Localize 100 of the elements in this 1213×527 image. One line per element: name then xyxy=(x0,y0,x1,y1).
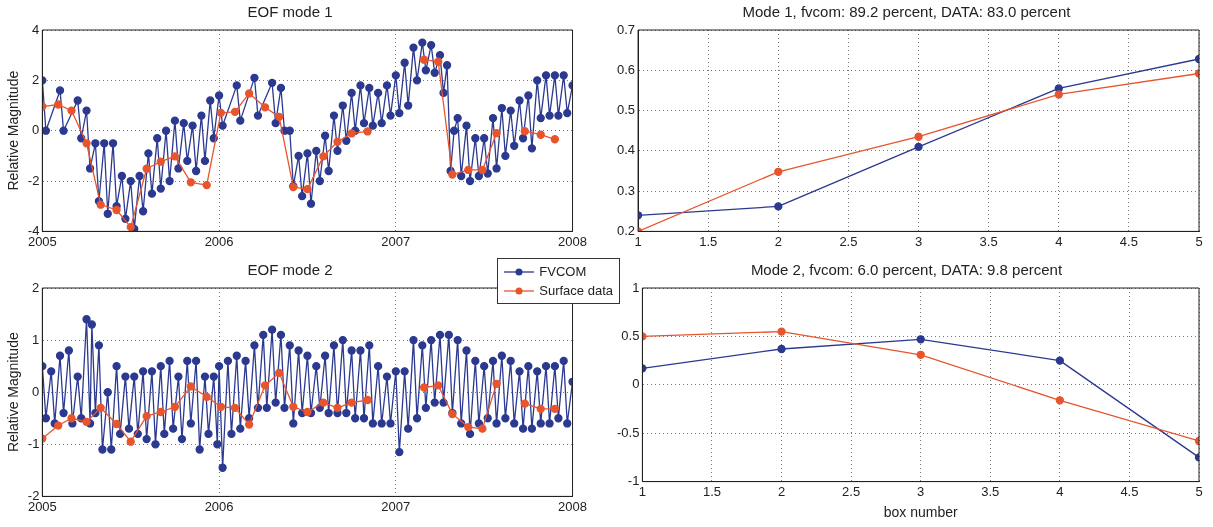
y-tick-label: -1 xyxy=(627,473,640,489)
point xyxy=(520,127,529,136)
y-tick-label: 0.4 xyxy=(616,142,636,158)
point xyxy=(916,335,925,344)
point xyxy=(536,404,545,414)
point xyxy=(230,107,240,116)
point xyxy=(54,100,63,109)
point xyxy=(434,57,443,66)
chart-title: Mode 1, fvcom: 89.2 percent, DATA: 83.0 percent xyxy=(742,3,1072,21)
point xyxy=(478,424,487,433)
point xyxy=(520,399,529,408)
x-tick-label: 3.5 xyxy=(981,483,1000,499)
y-tick-label: -4 xyxy=(27,222,40,238)
point xyxy=(156,157,165,166)
chart-title: EOF mode 2 xyxy=(247,261,333,279)
point xyxy=(774,202,783,211)
point xyxy=(363,127,372,136)
point xyxy=(216,402,225,411)
y-axis-title: Relative Magnitude xyxy=(5,70,22,191)
point xyxy=(319,398,328,407)
chart-title: Mode 2, fvcom: 6.0 percent, DATA: 9.8 percent xyxy=(750,261,1063,279)
x-tick-label: 2007 xyxy=(381,498,411,514)
point xyxy=(112,419,121,429)
point xyxy=(216,108,225,117)
y-tick-label: -2 xyxy=(27,172,40,188)
chart-title: EOF mode 1 xyxy=(247,3,333,21)
point xyxy=(1055,356,1064,365)
point xyxy=(550,135,560,144)
point xyxy=(112,205,121,215)
point xyxy=(464,165,473,175)
point xyxy=(126,222,135,232)
x-tick-label: 2008 xyxy=(558,498,587,514)
y-axis-title: Relative Magnitude xyxy=(5,332,22,453)
x-tick-label: 4.5 xyxy=(1119,233,1138,249)
y-tick-label: 0.5 xyxy=(616,102,636,118)
point xyxy=(363,395,372,405)
y-tick-label: 0 xyxy=(632,376,640,392)
point xyxy=(244,420,254,429)
point xyxy=(67,414,76,423)
point xyxy=(448,170,457,179)
point xyxy=(289,402,298,411)
point xyxy=(333,403,342,412)
point xyxy=(156,407,165,417)
y-tick-label: 2 xyxy=(32,71,40,87)
point xyxy=(319,152,328,161)
point xyxy=(82,417,91,427)
x-tick-label: 2006 xyxy=(204,233,234,249)
point xyxy=(492,379,501,389)
x-tick-label: 5 xyxy=(1195,233,1203,249)
legend-label: FVCOM xyxy=(539,264,587,279)
point xyxy=(202,392,211,402)
point xyxy=(96,403,105,412)
x-tick-label: 2006 xyxy=(204,498,234,514)
point xyxy=(244,89,254,98)
x-tick-label: 5 xyxy=(1195,483,1203,499)
x-axis-title: box number xyxy=(883,504,958,521)
y-tick-label: 4 xyxy=(32,21,40,37)
y-tick-label: 2 xyxy=(32,279,40,295)
point xyxy=(1055,396,1064,405)
point xyxy=(916,350,925,359)
x-tick-label: 4.5 xyxy=(1120,483,1139,499)
y-tick-label: 0 xyxy=(32,383,40,399)
point xyxy=(464,422,473,432)
x-tick-label: 3 xyxy=(914,233,923,249)
point xyxy=(333,137,342,146)
point xyxy=(170,402,180,411)
x-tick-label: 1.5 xyxy=(702,483,722,499)
x-tick-label: 4 xyxy=(1055,233,1063,249)
y-tick-label: 0.2 xyxy=(616,222,636,238)
point xyxy=(419,383,429,392)
point xyxy=(478,165,487,175)
y-tick-label: -2 xyxy=(27,487,40,503)
point xyxy=(419,55,429,64)
legend-label: Surface data xyxy=(539,283,613,298)
point xyxy=(303,184,312,194)
point xyxy=(1054,90,1063,99)
point xyxy=(202,180,211,190)
point xyxy=(914,142,923,151)
point xyxy=(54,421,63,430)
point xyxy=(142,412,151,421)
y-tick-label: 0.3 xyxy=(616,182,636,198)
point xyxy=(536,130,545,139)
point xyxy=(303,407,312,417)
x-tick-label: 2008 xyxy=(558,233,587,249)
point xyxy=(126,437,135,446)
x-tick-label: 2.5 xyxy=(839,233,858,249)
point xyxy=(492,129,501,138)
y-tick-label: 0.5 xyxy=(621,327,640,343)
x-tick-label: 2.5 xyxy=(842,483,861,499)
point xyxy=(260,381,270,390)
y-tick-label: 0 xyxy=(32,122,40,138)
x-tick-label: 1.5 xyxy=(699,233,718,249)
point xyxy=(434,381,443,390)
point xyxy=(774,167,783,176)
point xyxy=(82,139,91,148)
y-tick-label: 0.7 xyxy=(616,21,636,37)
y-tick-label: 1 xyxy=(32,331,40,347)
point xyxy=(186,382,195,391)
y-tick-label: 0.6 xyxy=(616,61,636,77)
point xyxy=(347,129,356,138)
